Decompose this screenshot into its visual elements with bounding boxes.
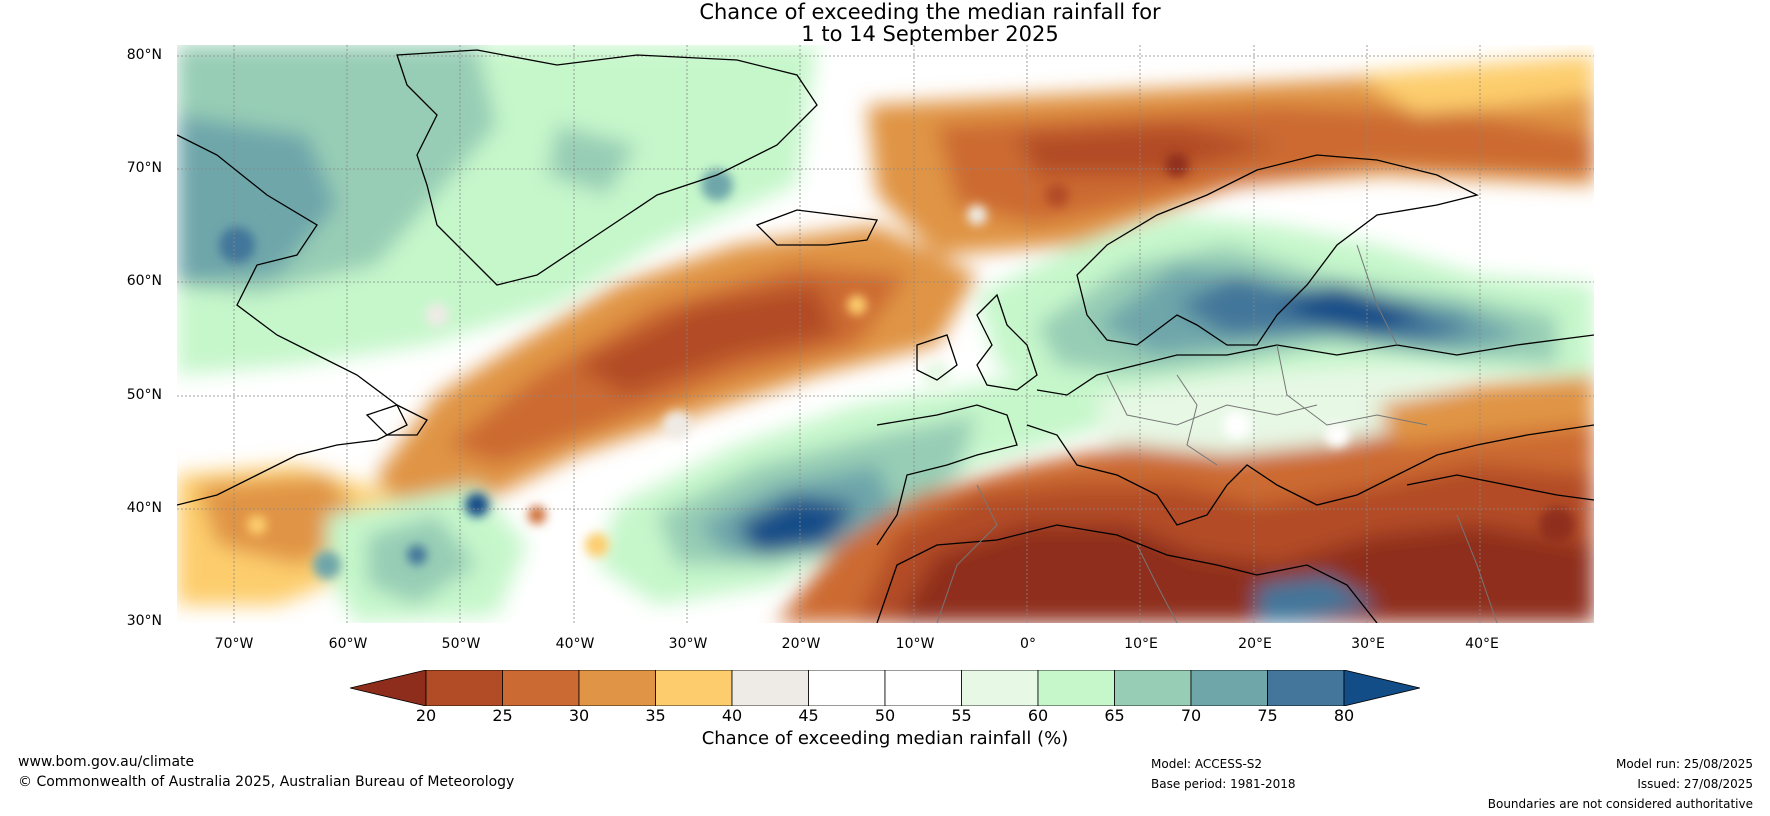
north-africa-coast bbox=[876, 524, 1378, 623]
lon-label-40w: 40°W bbox=[555, 636, 595, 652]
lat-label-70n: 70°N bbox=[126, 160, 162, 176]
black-sea-coast bbox=[1406, 474, 1594, 501]
iberia-coast bbox=[876, 404, 1018, 546]
colorbar-tick-70: 70 bbox=[1180, 706, 1202, 725]
colorbar-segment-60-65 bbox=[1037, 670, 1115, 706]
colorbar-segment-65-70 bbox=[1114, 670, 1192, 706]
lat-label-80n: 80°N bbox=[126, 47, 162, 63]
colorbar-tick-75: 75 bbox=[1257, 706, 1278, 725]
base-period-text: Base period: 1981-2018 bbox=[1151, 777, 1296, 791]
colorbar-segment-20-25 bbox=[425, 670, 503, 706]
graticule bbox=[177, 45, 1594, 623]
lon-label-20w: 20°W bbox=[781, 636, 821, 652]
lat-label-60n: 60°N bbox=[126, 273, 162, 289]
lat-label-40n: 40°N bbox=[126, 500, 162, 516]
lon-label-10e: 10°E bbox=[1124, 636, 1158, 652]
map-title-line-1: Chance of exceeding the median rainfall … bbox=[699, 0, 1161, 24]
country-borders bbox=[936, 244, 1498, 623]
lon-label-30w: 30°W bbox=[668, 636, 708, 652]
north-america-coast bbox=[177, 134, 408, 506]
colorbar-segment-30-35 bbox=[578, 670, 656, 706]
lat-label-50n: 50°N bbox=[126, 387, 162, 403]
lon-label-40e: 40°E bbox=[1465, 636, 1499, 652]
colorbar-tick-65: 65 bbox=[1104, 706, 1125, 725]
ireland-coast bbox=[916, 334, 958, 381]
lon-label-30e: 30°E bbox=[1351, 636, 1385, 652]
colorbar-tick-55: 55 bbox=[951, 706, 972, 725]
probability-field-detail bbox=[219, 153, 1575, 579]
colorbar-segment-45-50 bbox=[808, 670, 886, 706]
lon-label-50w: 50°W bbox=[441, 636, 481, 652]
disclaimer-text: Boundaries are not considered authoritat… bbox=[1487, 797, 1753, 811]
colorbar-tick-80: 80 bbox=[1333, 706, 1355, 725]
colorbar-tick-40: 40 bbox=[721, 706, 743, 725]
colorbar-tick-25: 25 bbox=[492, 706, 513, 725]
mediterranean-north-coast bbox=[1026, 424, 1594, 526]
greenland-coast bbox=[396, 49, 818, 286]
colorbar-segment-75-80 bbox=[1267, 670, 1345, 706]
scandinavia-coast bbox=[1076, 154, 1479, 346]
colorbar bbox=[350, 670, 1420, 706]
colorbar-tick-35: 35 bbox=[645, 706, 666, 725]
lon-label-60w: 60°W bbox=[328, 636, 368, 652]
colorbar-tick-50: 50 bbox=[874, 706, 896, 725]
europe-north-coast bbox=[1036, 334, 1594, 396]
colorbar-tick-20: 20 bbox=[415, 706, 437, 725]
colorbar-segment-35-40 bbox=[655, 670, 733, 706]
coastlines bbox=[177, 49, 1594, 623]
colorbar-segment-40-45 bbox=[731, 670, 809, 706]
lat-label-30n: 30°N bbox=[126, 613, 162, 629]
great-britain-coast bbox=[976, 293, 1038, 391]
model-text: Model: ACCESS-S2 bbox=[1151, 757, 1263, 771]
colorbar-segment-55-60 bbox=[961, 670, 1039, 706]
issued-text: Issued: 27/08/2025 bbox=[1637, 777, 1753, 791]
iceland-coast bbox=[755, 209, 878, 246]
website-link[interactable]: www.bom.gov.au/climate bbox=[18, 754, 195, 770]
lon-label-10w: 10°W bbox=[895, 636, 935, 652]
colorbar-segment-25-30 bbox=[502, 670, 580, 706]
colorbar-extend-low bbox=[350, 670, 427, 706]
colorbar-segment-50-55 bbox=[884, 670, 962, 706]
lon-label-70w: 70°W bbox=[214, 636, 254, 652]
colorbar-tick-45: 45 bbox=[798, 706, 819, 725]
lon-label-20e: 20°E bbox=[1238, 636, 1272, 652]
colorbar-title: Chance of exceeding median rainfall (%) bbox=[701, 728, 1069, 749]
colorbar-tick-30: 30 bbox=[568, 706, 590, 725]
colorbar-extend-high bbox=[1343, 670, 1420, 706]
model-run-text: Model run: 25/08/2025 bbox=[1615, 757, 1753, 771]
newfoundland-coast bbox=[365, 404, 428, 436]
probability-field bbox=[177, 45, 1594, 623]
copyright-text: © Commonwealth of Australia 2025, Austra… bbox=[18, 774, 515, 790]
lon-label-0: 0° bbox=[1020, 636, 1036, 652]
colorbar-segment-70-75 bbox=[1190, 670, 1268, 706]
map-title-line-2: 1 to 14 September 2025 bbox=[801, 22, 1059, 46]
colorbar-tick-60: 60 bbox=[1027, 706, 1049, 725]
rainfall-probability-map bbox=[177, 45, 1594, 623]
